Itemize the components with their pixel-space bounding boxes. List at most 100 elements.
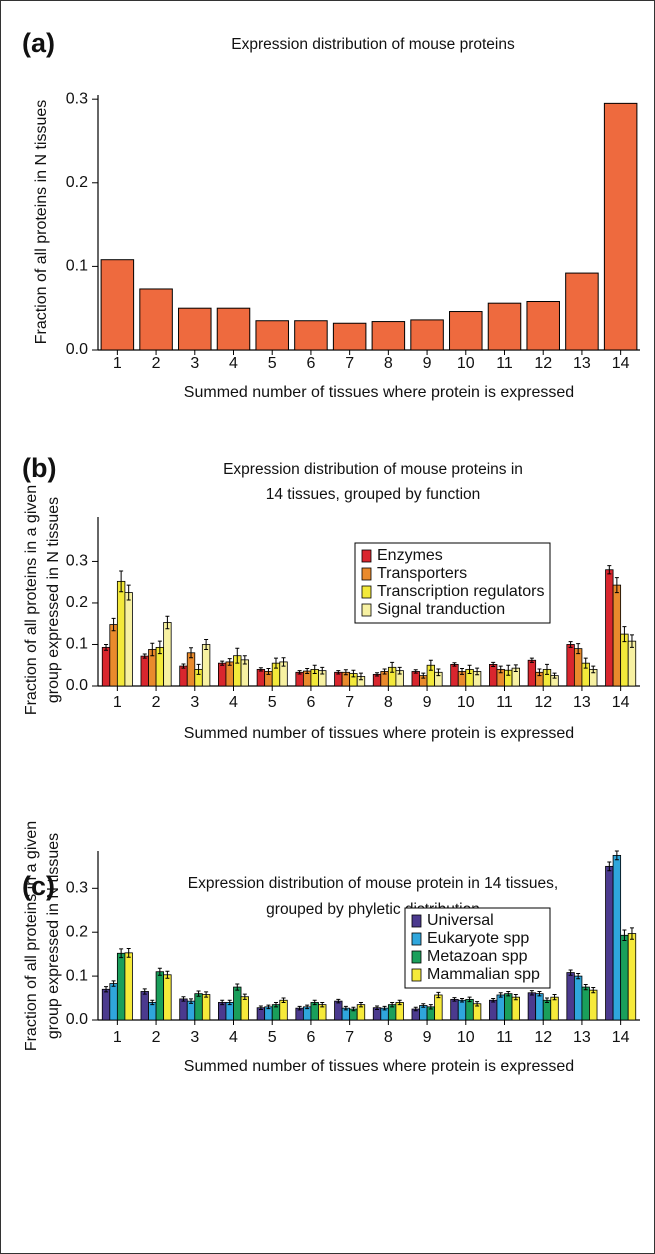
- x-tick-label: 7: [345, 1029, 354, 1046]
- error-bar: [312, 999, 317, 1006]
- error-bar: [336, 670, 341, 675]
- error-bar: [242, 655, 247, 665]
- bar: [612, 854, 622, 1021]
- error-bar: [382, 668, 387, 675]
- x-tick-label: 3: [190, 694, 199, 711]
- x-tick-label: 1: [113, 694, 122, 711]
- bar: [489, 664, 498, 687]
- error-bar: [150, 642, 155, 657]
- bar: [410, 319, 444, 351]
- x-tick-label: 4: [229, 694, 238, 711]
- y-tick-label: 0.1: [66, 636, 88, 653]
- x-tick-label: 4: [229, 1029, 238, 1046]
- x-tick-label: 14: [612, 694, 630, 711]
- bar: [496, 994, 505, 1021]
- y-tick-label: 0.0: [66, 1011, 88, 1028]
- bar: [163, 622, 172, 687]
- bar: [216, 307, 251, 351]
- x-tick-label: 6: [306, 694, 315, 711]
- error-bar: [607, 861, 612, 872]
- error-bar: [390, 661, 395, 673]
- error-bar: [104, 986, 109, 993]
- x-tick-label: 11: [496, 355, 513, 372]
- bar: [256, 668, 266, 687]
- error-bar: [428, 1004, 433, 1010]
- x-tick-label: 12: [534, 1029, 552, 1046]
- error-bar: [119, 570, 124, 593]
- error-bar: [421, 672, 426, 679]
- bar: [573, 975, 583, 1021]
- bar: [535, 993, 544, 1021]
- error-bar: [622, 626, 627, 643]
- bar: [526, 301, 560, 351]
- error-bar: [544, 663, 549, 675]
- error-bar: [397, 666, 402, 675]
- bar: [109, 983, 118, 1021]
- error-bar: [529, 657, 534, 663]
- error-bar: [513, 664, 518, 672]
- error-bar: [142, 653, 147, 659]
- y-axis-label: group expressed in N tissues: [45, 497, 62, 703]
- x-axis-label: Summed number of tissues where protein i…: [184, 725, 574, 742]
- error-bar: [397, 999, 402, 1006]
- panel-label: (b): [22, 453, 56, 483]
- error-bar: [390, 1001, 395, 1008]
- error-bar: [235, 647, 240, 664]
- bar: [612, 584, 622, 687]
- error-bar: [305, 668, 310, 675]
- error-bar: [583, 983, 588, 991]
- bar: [589, 989, 598, 1021]
- bar: [565, 272, 599, 351]
- y-tick-label: 0.2: [66, 923, 88, 940]
- legend-swatch: [411, 968, 422, 982]
- legend-label: Eukaryote spp: [427, 930, 529, 947]
- bar: [279, 999, 288, 1021]
- legend-swatch: [361, 549, 372, 563]
- chart-title: Expression distribution of mouse protein…: [231, 36, 515, 53]
- error-bar: [235, 983, 240, 991]
- y-axis-label: group expressed in N tissues: [45, 833, 62, 1039]
- error-bar: [614, 577, 619, 594]
- bar: [155, 971, 165, 1021]
- x-tick-label: 10: [457, 355, 475, 372]
- error-bar: [281, 997, 286, 1003]
- error-bar: [351, 669, 356, 678]
- x-tick-label: 12: [534, 355, 552, 372]
- x-tick-label: 3: [190, 1029, 199, 1046]
- bar: [294, 320, 328, 351]
- error-bar: [475, 667, 480, 676]
- error-bar: [436, 991, 441, 999]
- error-bar: [452, 997, 457, 1002]
- legend-swatch: [361, 567, 372, 581]
- y-tick-label: 0.1: [66, 258, 88, 275]
- error-bar: [281, 657, 286, 667]
- bar: [487, 302, 522, 351]
- error-bar: [375, 672, 380, 677]
- bar: [511, 996, 520, 1021]
- error-bar: [258, 667, 263, 672]
- error-bar: [126, 584, 131, 601]
- error-bar: [552, 672, 557, 679]
- x-tick-label: 6: [306, 355, 315, 372]
- bar: [140, 991, 149, 1021]
- x-tick-label: 8: [384, 1029, 393, 1046]
- error-bar: [498, 992, 503, 998]
- bar: [332, 322, 367, 351]
- error-bar: [583, 657, 588, 669]
- bar: [605, 569, 614, 687]
- x-tick-label: 3: [190, 355, 199, 372]
- error-bar: [475, 1001, 480, 1007]
- error-bar: [537, 668, 542, 677]
- x-tick-label: 5: [268, 1029, 277, 1046]
- x-tick-label: 7: [345, 355, 354, 372]
- error-bar: [591, 665, 596, 674]
- error-bar: [297, 670, 302, 675]
- bar: [450, 998, 459, 1021]
- y-tick-label: 0.2: [66, 174, 88, 191]
- error-bar: [181, 996, 186, 1002]
- bar: [334, 1000, 343, 1021]
- bar: [178, 307, 212, 351]
- bar: [116, 580, 126, 687]
- error-bar: [552, 994, 557, 1001]
